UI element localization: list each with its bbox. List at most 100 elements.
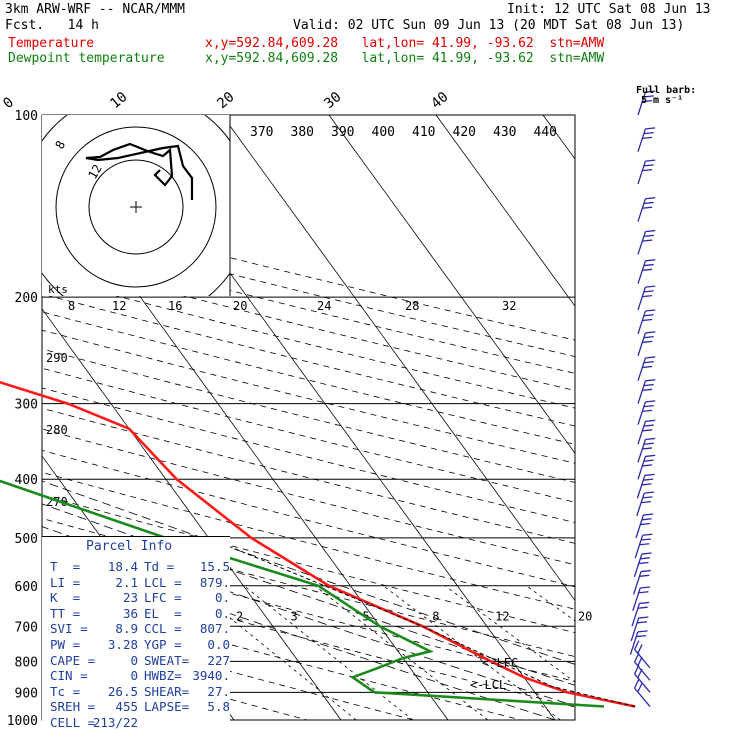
hodograph-ring-label: 16	[168, 299, 182, 313]
barb-feather	[642, 100, 653, 103]
parcel-path	[208, 537, 636, 708]
wind-barb	[637, 285, 656, 311]
barb-feather	[645, 309, 656, 312]
barb-feather	[644, 491, 655, 494]
pressure-label: 700	[15, 620, 38, 635]
isotherm-line	[542, 115, 575, 160]
barb-feather	[645, 197, 656, 200]
barb-legend-units: 5 m s⁻¹	[641, 95, 683, 106]
barb-shaft	[637, 357, 647, 381]
barb-feather	[638, 616, 649, 619]
theta-side-label: 290	[46, 351, 68, 365]
dry-adiabat	[42, 225, 575, 357]
parcel-info-cell: SREH =	[50, 699, 96, 715]
isotherm-line	[328, 115, 575, 454]
dry-adiabat	[42, 566, 575, 708]
barb-feather	[638, 591, 649, 594]
parcel-info-cell: 227	[207, 652, 230, 668]
theta-label: 440	[534, 125, 557, 140]
mixing-ratio-label: 3	[291, 609, 298, 623]
wind-barb	[637, 331, 656, 356]
barb-shaft	[637, 439, 647, 463]
dry-adiabat	[42, 293, 575, 427]
wind-barb	[629, 630, 648, 655]
parcel-info-cell: 27.	[207, 683, 230, 699]
theta-label: 430	[493, 125, 516, 140]
theta-label: 400	[372, 125, 395, 140]
parcel-info-cell: 15.5	[199, 559, 230, 574]
barb-feather	[640, 557, 651, 560]
barb-shaft	[634, 649, 651, 669]
parcel-info-cell: 0.0	[207, 637, 230, 652]
moist-adiabat	[42, 480, 575, 665]
pressure-label: 800	[15, 655, 38, 670]
parcel-info-cell: 8.9	[115, 621, 138, 637]
barb-feather	[643, 513, 654, 516]
barb-feather	[642, 206, 653, 209]
parcel-info-cell: 0.	[214, 605, 230, 621]
barb-feather	[637, 682, 643, 693]
barb-feather	[643, 263, 654, 267]
barb-feather	[640, 569, 651, 573]
parcel-info-cell: 26.5	[107, 683, 138, 699]
wind-barb	[633, 664, 651, 693]
barb-shaft	[637, 401, 647, 425]
barb-feather	[643, 336, 654, 339]
wind-barb	[631, 601, 650, 627]
barb-feather	[643, 361, 654, 364]
parcel-info-row: LI = 2.1 LCL = 879.	[50, 575, 230, 590]
wind-barb	[637, 400, 656, 425]
pressure-label: 600	[15, 580, 38, 595]
barb-feather	[640, 522, 651, 526]
barb-feather	[643, 404, 654, 408]
barb-shaft	[632, 587, 641, 612]
barb-shaft	[637, 128, 647, 152]
barb-feather	[645, 437, 656, 441]
barb-feather	[642, 496, 653, 499]
parcel-info-cell: 0	[130, 668, 138, 684]
parcel-info-cell: 213/22	[92, 715, 138, 730]
barb-feather	[638, 561, 649, 565]
hodograph-ring-label: 20	[233, 299, 247, 313]
temperature-trace	[0, 380, 636, 708]
valid-time: Valid: 02 UTC Sun 09 Jun 13 (20 MDT Sat …	[293, 18, 685, 33]
model-title: 3km ARW-WRF -- NCAR/MMM	[5, 2, 186, 17]
dry-adiabat	[42, 450, 575, 588]
theta-label: 370	[250, 125, 273, 140]
hodograph-ring	[88, 159, 184, 255]
barb-feather	[642, 239, 653, 242]
barb-shaft	[633, 553, 643, 578]
wind-barb	[637, 379, 656, 404]
barb-feather	[642, 388, 653, 391]
parcel-info-cell: 18.4	[107, 559, 138, 574]
barb-feather	[643, 95, 654, 98]
barb-feather	[645, 159, 656, 162]
wind-barb	[637, 127, 656, 152]
barb-feather	[642, 340, 653, 344]
barb-feather	[640, 586, 651, 589]
parcel-info-cell: LI =	[50, 574, 81, 590]
parcel-info-panel: Parcel Info T = 18.4 Td = 15.5 LI = 2.1 LCL = 8…	[42, 536, 230, 730]
barb-shaft	[637, 160, 647, 185]
barb-feather	[645, 379, 656, 382]
parcel-info-cell: SVI =	[50, 621, 88, 637]
wind-barb	[636, 473, 655, 499]
parcel-info-cell: PW =	[50, 637, 81, 652]
barb-feather	[642, 429, 653, 432]
parcel-info-cell: 36	[122, 605, 138, 621]
mixing-ratio-label: 2	[236, 609, 243, 623]
parcel-info-row: PW = 3.28 YGP = 0.0	[50, 637, 230, 652]
barb-legend-title: Full barb:	[636, 85, 696, 96]
parcel-info-cell: 0.	[214, 590, 230, 606]
barb-shaft	[637, 421, 647, 445]
parcel-info-cell: Tc =	[50, 683, 81, 699]
isotherm-label: 20	[214, 89, 237, 112]
barb-feather	[637, 621, 647, 624]
parcel-info-cell: CIN =	[50, 668, 88, 684]
parcel-info-cell: K =	[50, 590, 81, 606]
barb-feather	[637, 606, 648, 609]
lcl-annotation: <-LCL	[470, 678, 506, 692]
parcel-info-cell: 0	[130, 652, 138, 668]
dry-adiabat	[42, 258, 575, 391]
